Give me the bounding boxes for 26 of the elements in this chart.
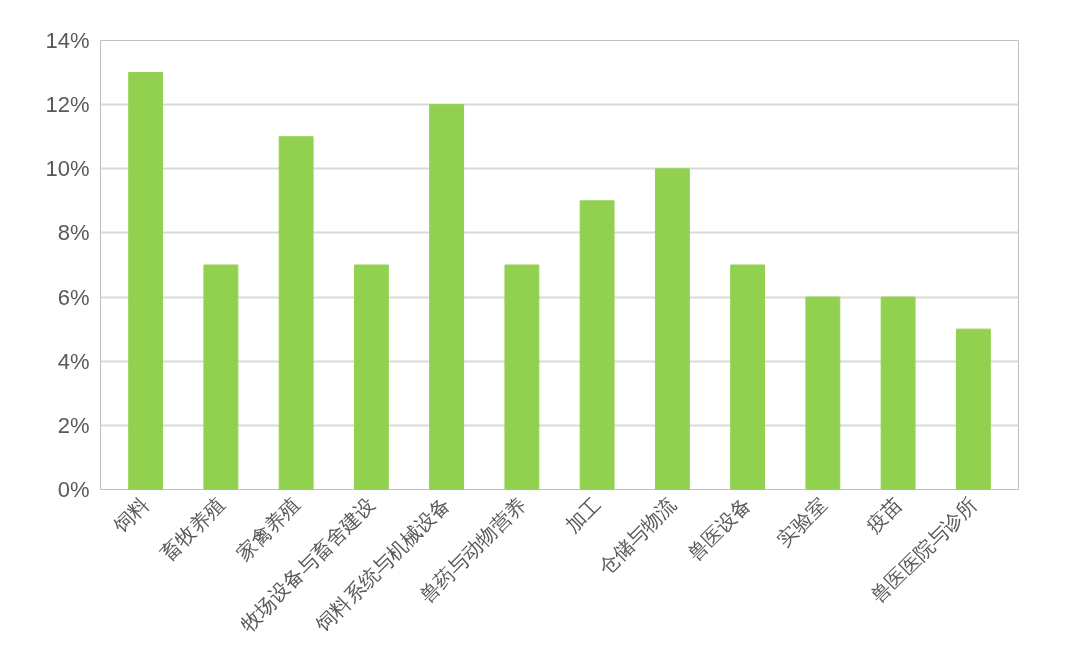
x-tick-label: 饲料 xyxy=(108,492,155,538)
y-tick-label: 12% xyxy=(45,92,90,118)
y-tick-label: 0% xyxy=(57,477,90,502)
x-tick-label: 实验室 xyxy=(771,492,832,552)
bar xyxy=(203,264,239,490)
y-tick-label: 4% xyxy=(57,348,90,374)
x-tick-label: 加工 xyxy=(560,492,606,538)
bar xyxy=(730,264,766,490)
bar xyxy=(278,136,314,490)
y-tick-label: 10% xyxy=(45,156,90,182)
bar xyxy=(504,264,540,490)
bar xyxy=(128,72,164,490)
x-tick-label: 畜牧养殖 xyxy=(155,492,230,566)
y-tick-label: 14% xyxy=(45,28,90,53)
x-tick-label: 兽医设备 xyxy=(682,492,757,566)
bar xyxy=(429,104,465,490)
bar xyxy=(955,328,991,490)
bar xyxy=(880,296,916,490)
y-tick-label: 8% xyxy=(57,220,90,246)
bar xyxy=(805,296,841,490)
y-tick-label: 6% xyxy=(57,284,90,310)
x-tick-label: 疫苗 xyxy=(861,492,907,538)
bar xyxy=(654,168,690,490)
bar xyxy=(579,200,615,490)
bar xyxy=(353,264,389,490)
y-tick-label: 2% xyxy=(57,412,90,438)
